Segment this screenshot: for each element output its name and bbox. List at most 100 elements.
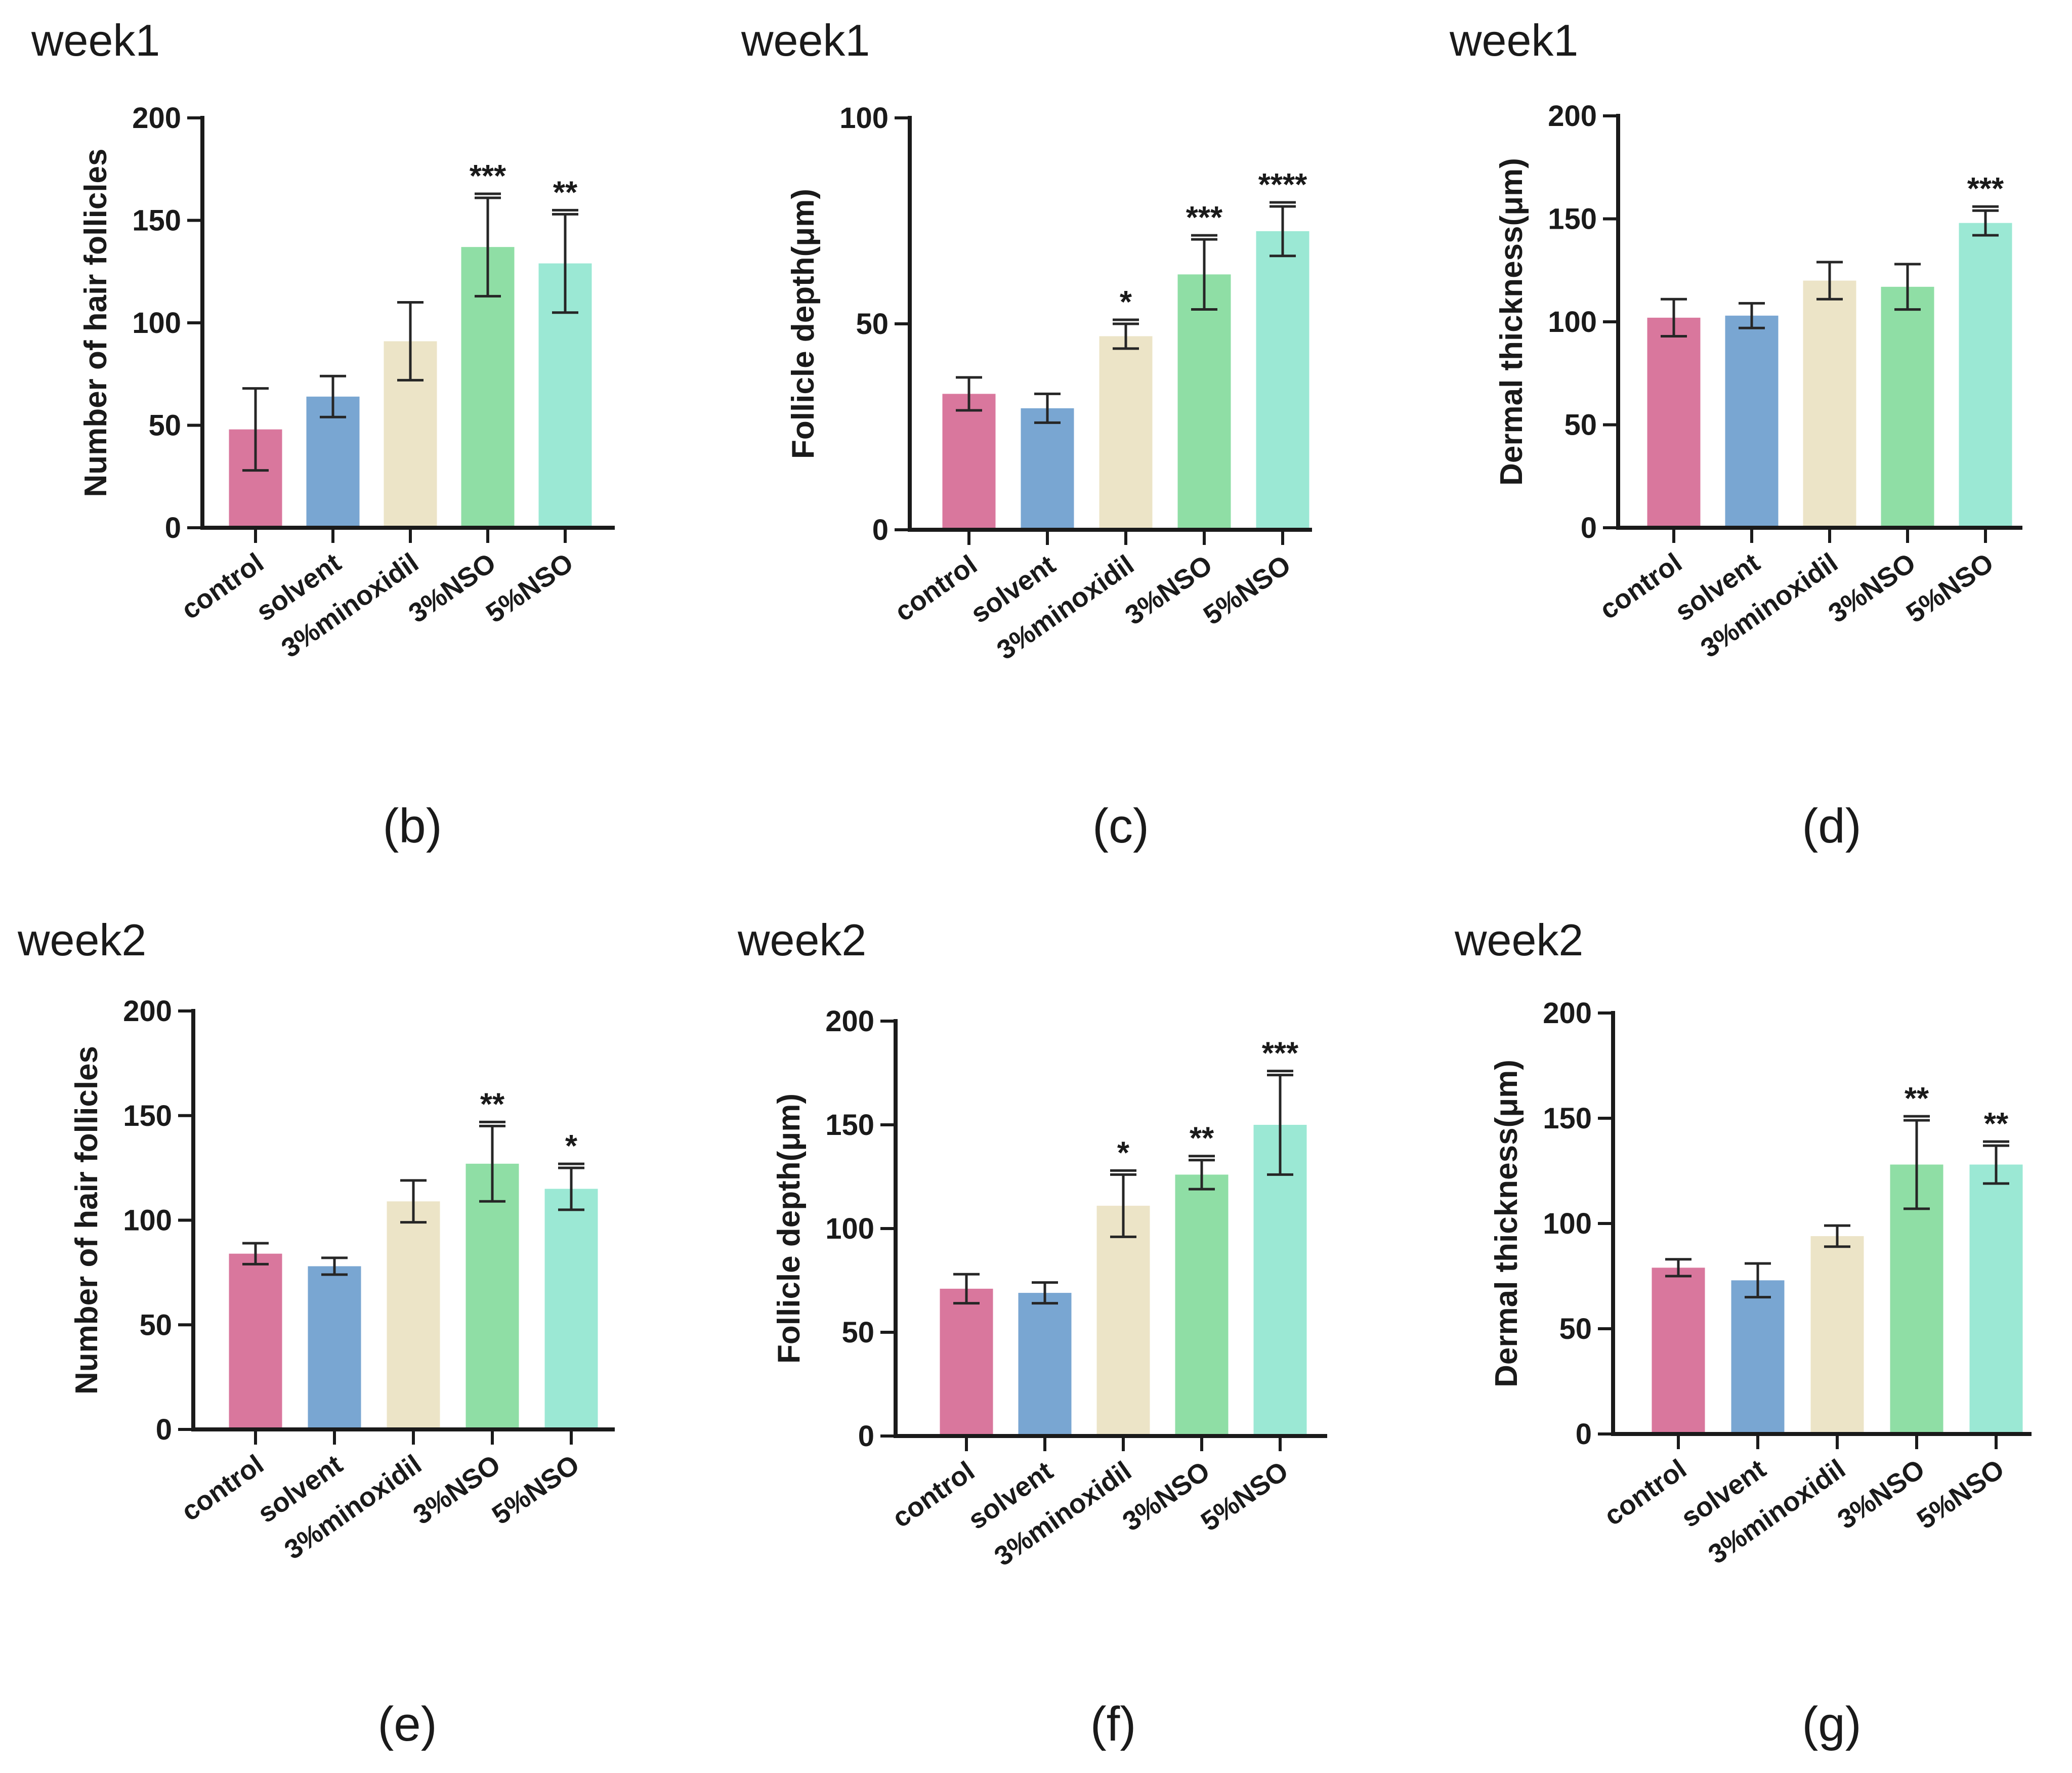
y-axis-title: Dermal thickness(μm) — [1494, 158, 1529, 486]
x-category-label: 3%minoxidil — [1703, 1454, 1850, 1570]
chart-panel-5: week2* *****050100150200controlsolvent3%m… — [737, 915, 1327, 1751]
y-axis-title: Follicle depth(μm) — [772, 1093, 807, 1364]
significance-marker: *** — [1186, 200, 1223, 235]
significance-marker: ** — [1905, 1081, 1929, 1116]
x-category-label: control — [1599, 1454, 1692, 1532]
x-category-label: control — [176, 547, 269, 625]
significance-marker: *** — [470, 159, 506, 194]
y-tick-label: 100 — [825, 1212, 874, 1245]
y-tick-label: 150 — [1543, 1102, 1592, 1135]
error-bar — [953, 1273, 980, 1305]
y-tick-label: 150 — [123, 1100, 172, 1132]
chart-panel-2: week1********050100controlsolvent3%minox… — [741, 15, 1312, 853]
x-category-label: 5%NSO — [1901, 547, 1999, 629]
bar-3pct-minoxidil — [1096, 1205, 1150, 1436]
chart-panel-4: week2***050100150200controlsolvent3%mino… — [17, 915, 615, 1751]
bar-solvent — [308, 1266, 361, 1429]
y-tick-label: 100 — [1548, 306, 1597, 339]
error-bar — [1032, 1281, 1058, 1305]
bar-solvent — [1018, 1293, 1072, 1436]
panel-label: (c) — [1092, 799, 1149, 853]
bar-5pct-nso — [1256, 231, 1309, 530]
bar-5pct-nso — [1969, 1164, 2023, 1434]
significance-marker: ** — [480, 1087, 505, 1122]
week-title: week2 — [737, 915, 866, 965]
y-tick-label: 200 — [1548, 100, 1597, 133]
bar-5pct-nso — [1253, 1125, 1307, 1436]
x-category-label: 3%NSO — [403, 547, 501, 629]
y-axis-title: Number of hair follicles — [69, 1046, 104, 1395]
x-category-label: 5%NSO — [487, 1449, 585, 1531]
error-bar — [1034, 392, 1061, 424]
y-tick-label: 100 — [1543, 1207, 1592, 1240]
x-category-label: 3%minoxidil — [279, 1449, 427, 1566]
y-tick-label: 0 — [858, 1420, 874, 1453]
x-category-label: 3%minoxidil — [991, 550, 1139, 666]
bar-solvent — [1725, 315, 1779, 528]
y-tick-label: 200 — [1543, 997, 1592, 1030]
y-tick-label: 150 — [825, 1109, 874, 1142]
error-bar — [1745, 1262, 1771, 1299]
bar-3pct-nso — [1177, 274, 1231, 530]
panel-label: (g) — [1802, 1697, 1861, 1751]
error-bar — [320, 374, 346, 418]
bar-control — [942, 394, 996, 530]
bar-3pct-nso — [466, 1163, 519, 1429]
x-category-label: 3%NSO — [1823, 547, 1921, 629]
bar-3pct-nso — [1175, 1174, 1229, 1436]
error-bar — [1113, 322, 1139, 350]
error-bar — [1267, 1074, 1293, 1176]
x-category-label: 5%NSO — [481, 547, 579, 629]
error-bar — [1189, 1159, 1215, 1191]
chart-panel-6: week2****050100150200controlsolvent3%min… — [1454, 915, 2032, 1751]
error-bar — [558, 1166, 584, 1211]
y-tick-label: 0 — [1581, 512, 1597, 544]
error-bar — [1972, 209, 1999, 237]
y-axis-title: Number of hair follicles — [78, 148, 113, 497]
x-category-label: 5%NSO — [1912, 1454, 2010, 1535]
week-title: week1 — [741, 15, 870, 65]
error-bar — [1665, 1258, 1692, 1278]
bar-3pct-nso — [1881, 286, 1934, 528]
y-tick-label: 150 — [1548, 203, 1597, 236]
error-bar — [552, 213, 578, 314]
y-tick-label: 0 — [872, 514, 889, 546]
y-tick-label: 200 — [123, 995, 172, 1028]
y-tick-label: 100 — [839, 102, 889, 135]
significance-marker: * — [1117, 1135, 1130, 1170]
x-category-label: control — [1594, 547, 1687, 625]
panel-label: (b) — [383, 799, 442, 853]
error-bar — [400, 1179, 427, 1224]
y-tick-label: 150 — [132, 204, 181, 237]
y-tick-label: 50 — [841, 1316, 874, 1349]
y-tick-label: 50 — [139, 1308, 172, 1341]
bar-3pct-minoxidil — [1803, 280, 1856, 528]
error-bar — [1661, 298, 1687, 337]
y-tick-label: 50 — [856, 308, 889, 341]
error-bar — [1739, 302, 1765, 329]
error-bar — [321, 1256, 348, 1276]
error-bar — [1894, 263, 1921, 311]
bar-control — [229, 1253, 282, 1429]
y-axis-title: Follicle depth(μm) — [786, 189, 821, 459]
error-bar — [242, 387, 269, 472]
x-category-label: 3%NSO — [1832, 1454, 1930, 1535]
error-bar — [1110, 1173, 1136, 1238]
bar-3pct-minoxidil — [387, 1201, 440, 1429]
week-title: week1 — [1449, 15, 1578, 65]
y-tick-label: 0 — [156, 1413, 172, 1446]
y-tick-label: 200 — [825, 1005, 874, 1038]
error-bar — [1270, 205, 1296, 258]
error-bar — [479, 1124, 505, 1203]
significance-marker: * — [565, 1129, 578, 1164]
week-title: week1 — [31, 15, 160, 65]
significance-marker: ** — [553, 175, 578, 210]
week-title: week2 — [17, 915, 146, 965]
significance-marker: ** — [1984, 1107, 2009, 1142]
error-bar — [397, 301, 424, 382]
bar-control — [940, 1288, 993, 1436]
bar-3pct-minoxidil — [1099, 336, 1153, 530]
x-category-label: control — [890, 550, 983, 627]
error-bar — [1191, 238, 1217, 311]
